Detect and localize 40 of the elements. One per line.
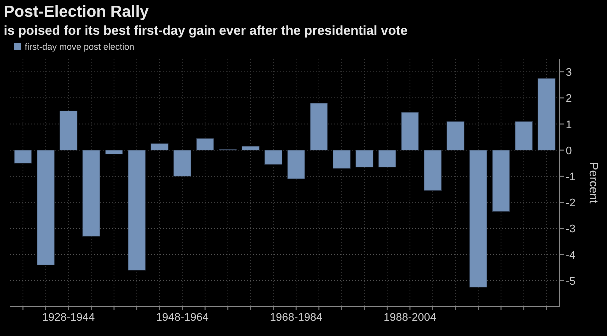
bar — [264, 150, 283, 165]
bar — [378, 150, 396, 168]
x-tick-label: 1968-1984 — [270, 312, 323, 324]
bar — [14, 150, 32, 164]
bar — [242, 146, 260, 151]
bar — [287, 150, 306, 180]
chart-subtitle: is poised for its best first-day gain ever after the presidential vote — [4, 23, 408, 38]
bar — [105, 150, 124, 155]
bar — [333, 150, 351, 169]
bar — [356, 150, 374, 168]
y-axis-title: Percent — [587, 162, 601, 204]
bar — [424, 150, 442, 192]
y-tick-label: -4 — [566, 250, 576, 262]
bar — [196, 138, 214, 151]
y-tick-label: 2 — [566, 93, 572, 106]
legend-label: first-day move post election — [25, 42, 135, 52]
bar — [174, 150, 192, 177]
bar — [515, 121, 533, 151]
bar — [82, 150, 100, 237]
y-tick-label: -1 — [566, 171, 576, 184]
bar — [37, 150, 55, 266]
y-tick-label: 3 — [566, 67, 572, 80]
y-tick-label: 1 — [566, 119, 572, 132]
bar — [470, 150, 488, 288]
x-tick-label: 1928-1944 — [42, 312, 96, 324]
bar — [446, 121, 465, 151]
bar — [150, 144, 169, 151]
x-tick-label: 1948-1964 — [156, 312, 209, 324]
y-tick-label: -3 — [566, 224, 576, 236]
bar — [128, 150, 146, 271]
bar — [538, 78, 556, 151]
y-tick-label: 0 — [566, 145, 572, 158]
x-tick-label: 1988-2004 — [384, 312, 437, 324]
y-tick-label: -5 — [566, 276, 576, 288]
bar — [60, 110, 78, 151]
chart-title: Post-Election Rally — [4, 4, 150, 21]
y-tick-label: -2 — [566, 198, 576, 210]
bar — [310, 103, 328, 151]
bar — [401, 112, 420, 151]
bar — [492, 150, 510, 212]
